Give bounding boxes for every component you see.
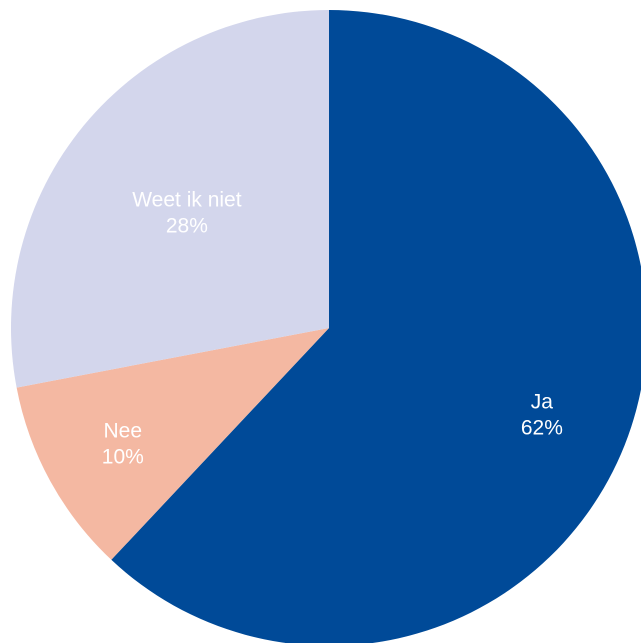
pie-slice-nee [16,328,329,560]
slice-label: Ja 62% [521,390,563,439]
slice-category-label: Ja [531,390,554,413]
slice-category-label: Nee [104,419,143,442]
pie-slice-weet-ik-niet [10,10,329,388]
slice-value-label: 10% [102,445,144,468]
pie-slices [10,10,641,643]
slice-value-label: 62% [521,416,563,439]
slice-value-label: 28% [166,214,208,237]
pie-slice-ja [111,10,641,643]
slice-label: Nee 10% [102,419,144,468]
pie-labels: Ja 62% Nee 10% Weet ik niet 28% [102,188,563,468]
slice-label: Weet ik niet 28% [132,188,241,237]
slice-category-label: Weet ik niet [132,188,241,211]
